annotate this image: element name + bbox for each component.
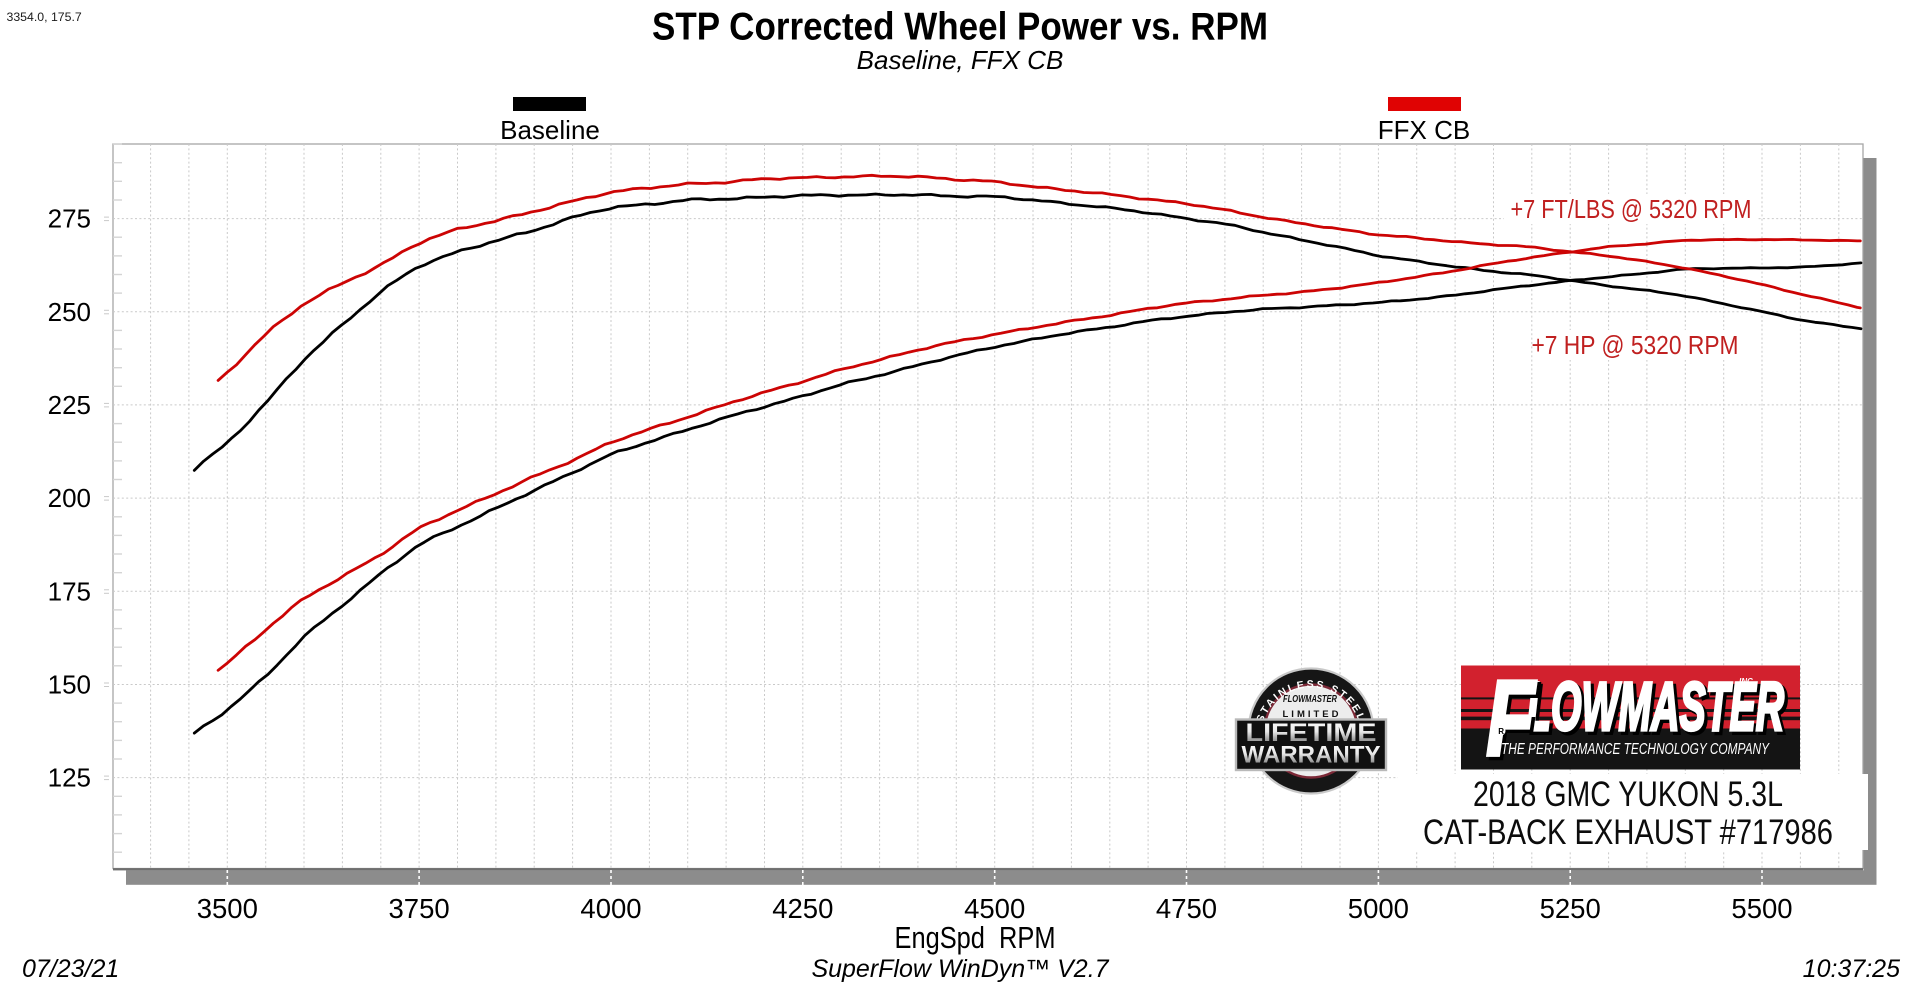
svg-text:LIFETIME: LIFETIME — [1246, 719, 1377, 747]
svg-text:125: 125 — [48, 763, 91, 793]
svg-text:LOWMASTER: LOWMASTER — [1530, 672, 1787, 749]
svg-text:150: 150 — [48, 670, 91, 700]
svg-text:4000: 4000 — [580, 893, 641, 924]
svg-text:175: 175 — [48, 576, 91, 606]
svg-text:07/23/21: 07/23/21 — [22, 955, 119, 983]
svg-text:250: 250 — [48, 297, 91, 327]
svg-text:3500: 3500 — [197, 893, 258, 924]
svg-text:STP Corrected Wheel Power vs.: STP Corrected Wheel Power vs. RPM — [652, 6, 1268, 49]
svg-text:+7 HP @ 5320 RPM: +7 HP @ 5320 RPM — [1532, 330, 1739, 360]
svg-text:WARRANTY: WARRANTY — [1242, 742, 1381, 769]
svg-text:F: F — [1489, 661, 1540, 782]
svg-text:CAT-BACK EXHAUST #717986: CAT-BACK EXHAUST #717986 — [1423, 813, 1833, 852]
svg-text:200: 200 — [48, 483, 91, 513]
svg-text:3750: 3750 — [389, 893, 450, 924]
svg-text:4500: 4500 — [964, 893, 1025, 924]
svg-text:FFX CB: FFX CB — [1378, 115, 1470, 145]
svg-text:Baseline, FFX CB: Baseline, FFX CB — [857, 45, 1064, 75]
svg-text:F: F — [1486, 658, 1537, 779]
svg-text:LIMITED: LIMITED — [1283, 709, 1342, 720]
svg-text:EngSpd RPM: EngSpd RPM — [895, 920, 1056, 955]
svg-text:LOWMASTER: LOWMASTER — [1527, 669, 1784, 746]
svg-text:FLOWMASTER: FLOWMASTER — [1283, 694, 1338, 705]
svg-text:R: R — [1498, 727, 1504, 736]
svg-text:2018 GMC YUKON 5.3L: 2018 GMC YUKON 5.3L — [1473, 775, 1783, 814]
svg-text:5250: 5250 — [1540, 893, 1601, 924]
svg-text:+7 FT/LBS @ 5320 RPM: +7 FT/LBS @ 5320 RPM — [1511, 194, 1752, 224]
svg-text:SuperFlow WinDyn™ V2.7: SuperFlow WinDyn™ V2.7 — [811, 955, 1109, 983]
svg-text:275: 275 — [48, 204, 91, 234]
svg-text:225: 225 — [48, 390, 91, 420]
svg-text:5000: 5000 — [1348, 893, 1409, 924]
svg-text:5500: 5500 — [1731, 893, 1792, 924]
svg-text:Baseline: Baseline — [500, 115, 600, 145]
svg-text:INC.: INC. — [1739, 677, 1755, 686]
svg-text:THE PERFORMANCE TECHNOLOGY COM: THE PERFORMANCE TECHNOLOGY COMPANY — [1501, 741, 1770, 758]
svg-text:4750: 4750 — [1156, 893, 1217, 924]
svg-text:10:37:25: 10:37:25 — [1803, 955, 1900, 983]
svg-text:4250: 4250 — [772, 893, 833, 924]
svg-text:3354.0, 175.7: 3354.0, 175.7 — [7, 10, 82, 24]
